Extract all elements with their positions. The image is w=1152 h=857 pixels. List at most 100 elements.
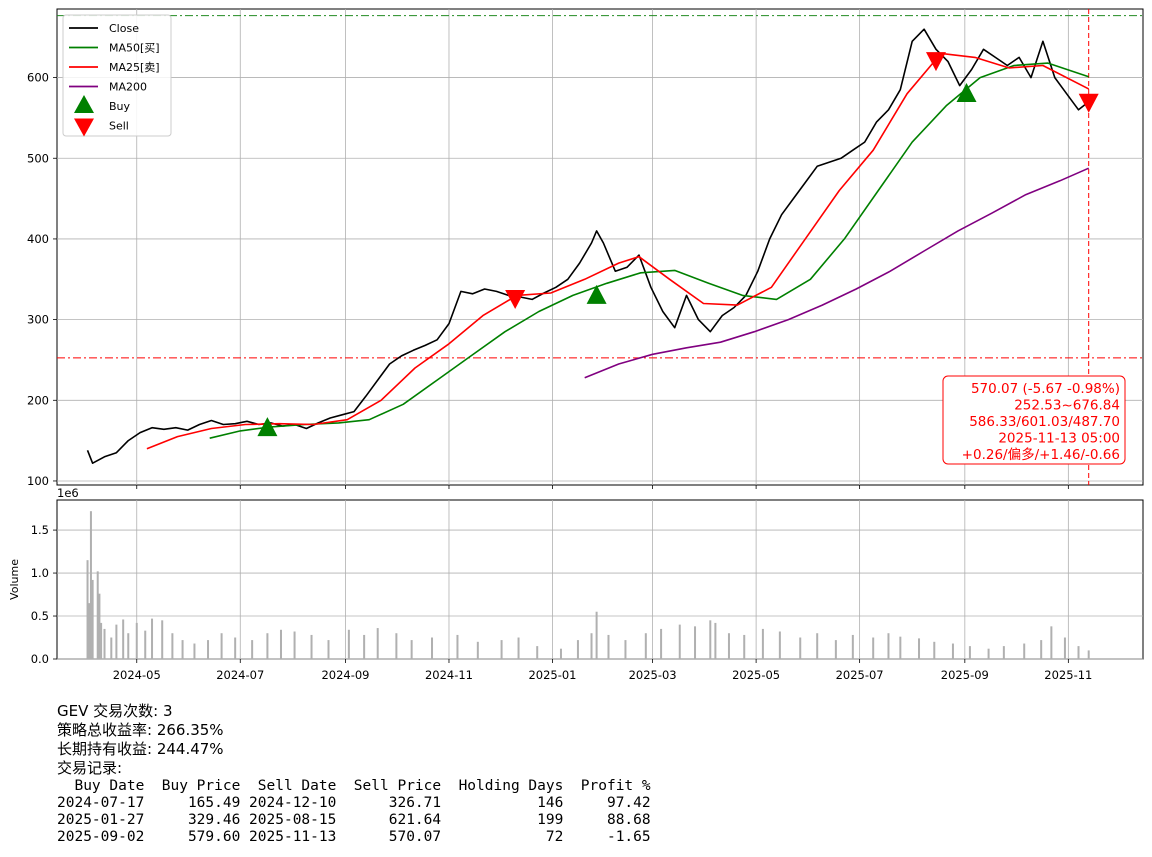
volume-bar bbox=[709, 620, 712, 659]
volume-bar bbox=[887, 633, 890, 659]
legend-label: Close bbox=[109, 22, 139, 35]
volume-bar bbox=[110, 637, 113, 659]
volume-grid bbox=[57, 500, 1143, 660]
x-tick-label: 2025-01 bbox=[528, 668, 576, 682]
volume-bar bbox=[171, 633, 174, 659]
volume-bar bbox=[310, 634, 313, 659]
series-line-ma25 bbox=[146, 52, 1090, 450]
volume-bar bbox=[968, 646, 971, 659]
y-tick-label: 200 bbox=[27, 393, 49, 407]
volume-bar bbox=[181, 640, 184, 659]
info-line: 586.33/601.03/487.70 bbox=[969, 414, 1120, 430]
volume-bar bbox=[327, 640, 330, 659]
volume-bar bbox=[536, 646, 539, 659]
y-tick-label: 400 bbox=[27, 232, 49, 246]
sell-marker bbox=[505, 290, 526, 310]
trade-records-table: Buy Date Buy Price Sell Date Sell Price … bbox=[57, 778, 651, 846]
volume-bar bbox=[590, 633, 593, 659]
volume-bar bbox=[266, 633, 269, 659]
volume-bar bbox=[456, 634, 459, 659]
volume-panel-frame bbox=[56, 499, 1144, 660]
volume-bar bbox=[517, 637, 520, 659]
volume-bar bbox=[115, 624, 118, 659]
x-tick-label: 2025-05 bbox=[732, 668, 780, 682]
volume-tick-label: 1.5 bbox=[31, 523, 49, 537]
volume-bar bbox=[135, 622, 138, 659]
series-line-ma200 bbox=[584, 167, 1090, 379]
trade-table-row: 2025-01-27 329.46 2025-08-15 621.64 199 … bbox=[57, 812, 651, 828]
buy-marker bbox=[956, 83, 977, 103]
x-tick-label: 2025-03 bbox=[629, 668, 677, 682]
hold-return-text: 长期持有收益: 244.47% bbox=[57, 740, 224, 758]
volume-bar bbox=[395, 633, 398, 659]
legend-label: MA25[卖] bbox=[109, 61, 160, 74]
volume-bar bbox=[376, 628, 379, 659]
legend-label: MA50[买] bbox=[109, 42, 160, 55]
volume-bar bbox=[1087, 650, 1090, 659]
volume-tick-label: 1.0 bbox=[31, 566, 49, 580]
trade-markers bbox=[257, 52, 1099, 437]
legend-sell-marker bbox=[74, 118, 94, 137]
axis-labels: 2024-05 2024-07 2024-09 2024-11 2025-01 2025-… bbox=[8, 71, 1092, 682]
volume-bar bbox=[91, 579, 94, 659]
volume-bar bbox=[293, 631, 296, 659]
volume-bar bbox=[193, 643, 196, 659]
volume-bar bbox=[694, 626, 697, 659]
volume-bar bbox=[799, 637, 802, 659]
volume-bar bbox=[727, 633, 730, 659]
legend-label: MA200 bbox=[109, 81, 147, 94]
volume-tick-label: 0.5 bbox=[31, 609, 49, 623]
x-tick-label: 2024-09 bbox=[321, 668, 369, 682]
x-tick-label: 2025-11 bbox=[1044, 668, 1092, 682]
volume-bar bbox=[144, 630, 147, 659]
volume-bar bbox=[872, 637, 875, 659]
volume-bar bbox=[951, 643, 954, 659]
info-line: 252.53~676.84 bbox=[1014, 398, 1120, 414]
volume-bar bbox=[761, 628, 764, 659]
volume-bar bbox=[1023, 643, 1026, 659]
buy-marker bbox=[257, 417, 278, 437]
series-line-close bbox=[86, 28, 1090, 465]
volume-bar bbox=[987, 648, 990, 659]
trade-table-header: Buy Date Buy Price Sell Date Sell Price … bbox=[57, 778, 651, 794]
y-tick-label: 600 bbox=[27, 71, 49, 85]
volume-bar bbox=[607, 634, 610, 659]
series-line-ma50 bbox=[209, 62, 1089, 439]
legend-label: Sell bbox=[109, 120, 129, 133]
volume-bar bbox=[816, 633, 819, 659]
y-tick-label: 500 bbox=[27, 151, 49, 165]
strategy-return-text: 策略总收益率: 266.35% bbox=[57, 721, 224, 739]
volume-bar bbox=[1040, 640, 1043, 659]
volume-bar bbox=[899, 636, 902, 659]
volume-bar bbox=[410, 640, 413, 659]
volume-axis-label: Volume bbox=[8, 559, 21, 600]
volume-bar bbox=[96, 571, 99, 659]
volume-bar bbox=[363, 634, 366, 659]
records-title: 交易记录: bbox=[57, 759, 123, 777]
info-line: 2025-11-13 05:00 bbox=[998, 431, 1120, 447]
y-tick-label: 100 bbox=[27, 474, 49, 488]
volume-bar bbox=[500, 640, 503, 659]
volume-bar bbox=[624, 640, 627, 659]
volume-bar bbox=[559, 648, 562, 659]
volume-bar bbox=[1050, 626, 1053, 659]
sell-marker bbox=[925, 52, 946, 72]
legend-buy-marker bbox=[74, 95, 94, 113]
volume-bar bbox=[778, 631, 781, 659]
volume-bar bbox=[431, 637, 434, 659]
volume-bar bbox=[234, 637, 237, 659]
y-tick-label: 300 bbox=[27, 313, 49, 327]
info-box-frame bbox=[942, 375, 1126, 465]
volume-bar bbox=[347, 629, 350, 659]
sell-marker bbox=[1078, 93, 1099, 113]
volume-bar bbox=[1002, 646, 1005, 659]
volume-bar bbox=[207, 640, 210, 659]
x-tick-label: 2025-07 bbox=[836, 668, 884, 682]
volume-bar bbox=[644, 633, 647, 659]
legend-box bbox=[62, 14, 172, 137]
volume-bar bbox=[576, 640, 579, 659]
legend-label: Buy bbox=[109, 100, 131, 113]
volume-bar bbox=[161, 620, 164, 659]
info-annotation: 570.07 (-5.67 -0.98%)252.53~676.84586.33… bbox=[942, 375, 1126, 465]
stock-chart: 2024-05 2024-07 2024-09 2024-11 2025-01 2025-… bbox=[8, 8, 1144, 682]
